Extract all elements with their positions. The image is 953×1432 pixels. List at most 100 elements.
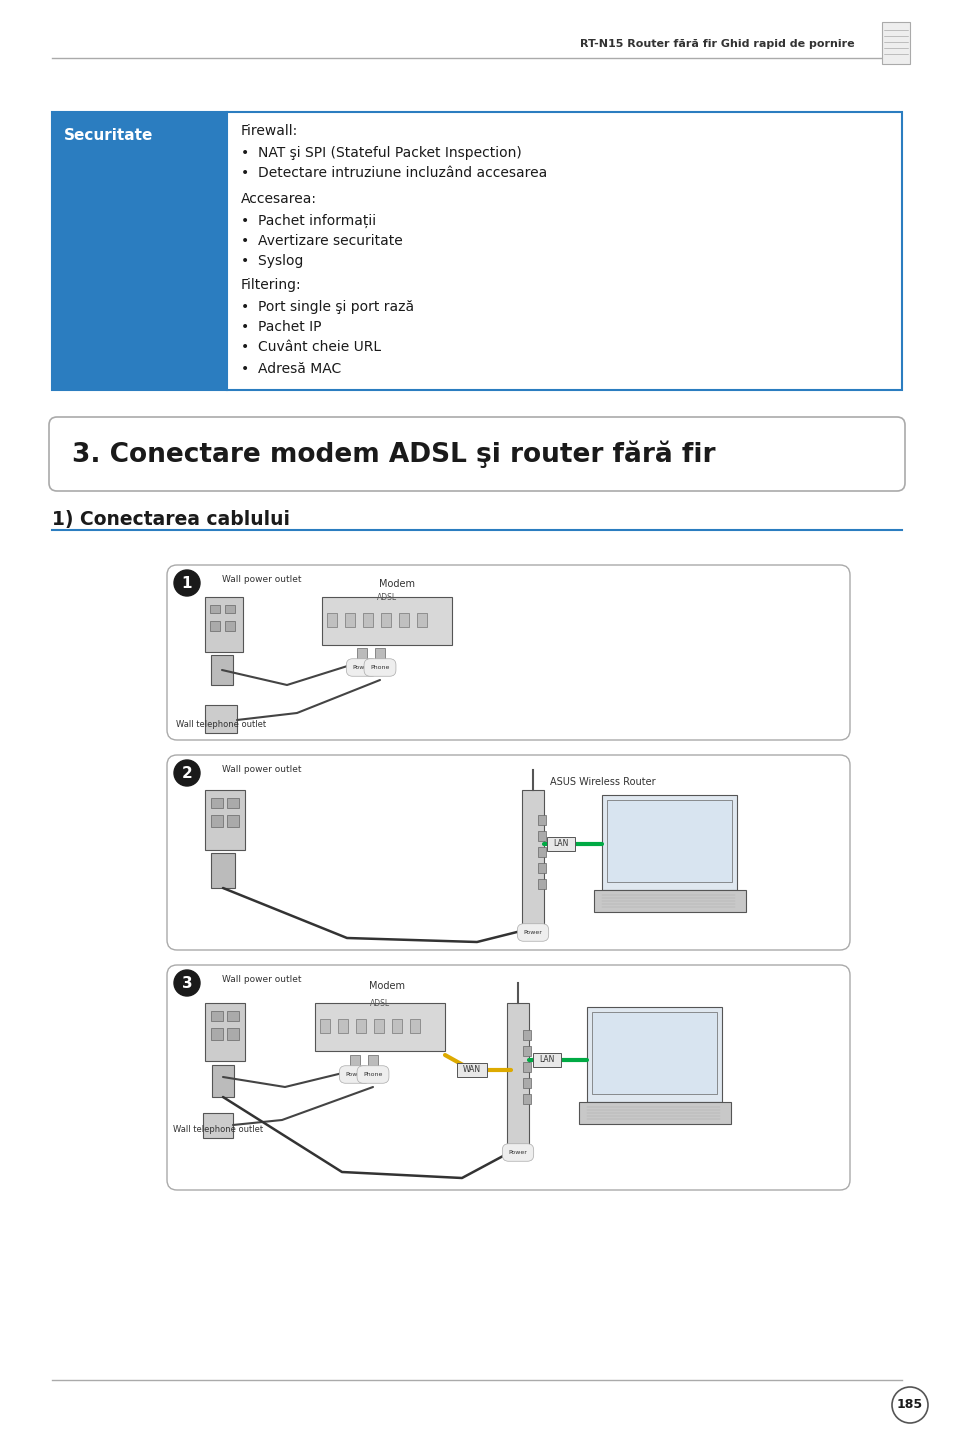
Bar xyxy=(392,1020,401,1032)
Bar xyxy=(322,597,452,644)
Circle shape xyxy=(173,969,200,997)
Bar xyxy=(506,1002,529,1148)
Bar xyxy=(537,815,545,825)
Text: •  Syslog: • Syslog xyxy=(241,253,303,268)
Bar xyxy=(522,1045,531,1055)
Bar xyxy=(380,613,391,627)
Text: Phone: Phone xyxy=(370,664,389,670)
Text: Firewall:: Firewall: xyxy=(241,125,298,137)
Text: 2: 2 xyxy=(181,766,193,780)
Text: Phone: Phone xyxy=(363,1073,382,1077)
Bar xyxy=(578,1103,730,1124)
FancyBboxPatch shape xyxy=(167,755,849,949)
Bar xyxy=(227,1028,239,1040)
Bar xyxy=(537,831,545,841)
Text: Wall power outlet: Wall power outlet xyxy=(222,576,301,584)
Bar xyxy=(210,604,220,613)
Bar xyxy=(546,836,575,851)
Bar xyxy=(522,1078,531,1088)
Bar xyxy=(225,604,234,613)
Bar xyxy=(205,705,236,733)
Text: ASUS Wireless Router: ASUS Wireless Router xyxy=(550,778,655,788)
Text: Modem: Modem xyxy=(369,981,405,991)
Bar xyxy=(356,649,367,663)
Circle shape xyxy=(891,1388,927,1423)
Bar xyxy=(537,879,545,889)
Text: Wall telephone outlet: Wall telephone outlet xyxy=(175,720,266,729)
Bar xyxy=(533,1053,560,1067)
Bar xyxy=(522,1094,531,1104)
Bar xyxy=(225,621,234,632)
Bar xyxy=(363,613,373,627)
Bar xyxy=(410,1020,419,1032)
Text: 3. Conectare modem ADSL şi router fără fir: 3. Conectare modem ADSL şi router fără f… xyxy=(71,440,715,468)
Bar xyxy=(375,649,385,663)
Bar xyxy=(327,613,336,627)
Bar xyxy=(355,1020,366,1032)
Bar xyxy=(398,613,409,627)
Circle shape xyxy=(173,760,200,786)
Bar xyxy=(456,1063,486,1077)
Text: Wall telephone outlet: Wall telephone outlet xyxy=(172,1126,263,1134)
Bar xyxy=(606,800,731,882)
Text: Wall power outlet: Wall power outlet xyxy=(222,765,301,775)
Text: Wall power outlet: Wall power outlet xyxy=(222,975,301,984)
Bar xyxy=(345,613,355,627)
Bar xyxy=(227,112,901,390)
Bar xyxy=(211,1028,223,1040)
Bar xyxy=(205,790,245,851)
Bar xyxy=(205,1002,245,1061)
Text: •  Port single şi port rază: • Port single şi port rază xyxy=(241,299,414,314)
Bar xyxy=(227,1011,239,1021)
Text: •  Pachet IP: • Pachet IP xyxy=(241,319,321,334)
Circle shape xyxy=(173,570,200,596)
Bar xyxy=(319,1020,330,1032)
FancyBboxPatch shape xyxy=(167,965,849,1190)
Text: Power: Power xyxy=(508,1150,527,1156)
Text: ADSL: ADSL xyxy=(376,593,396,601)
Bar xyxy=(211,853,234,888)
Text: Power: Power xyxy=(353,664,371,670)
Bar xyxy=(522,1063,531,1073)
Text: Power: Power xyxy=(345,1073,364,1077)
Text: 185: 185 xyxy=(896,1399,923,1412)
Text: •  NAT şi SPI (Stateful Packet Inspection): • NAT şi SPI (Stateful Packet Inspection… xyxy=(241,146,521,160)
Text: Power: Power xyxy=(523,929,542,935)
Bar xyxy=(522,1030,531,1040)
Text: LAN: LAN xyxy=(553,839,568,849)
Bar xyxy=(211,654,233,684)
Bar xyxy=(337,1020,348,1032)
Bar xyxy=(227,815,239,828)
Text: 3: 3 xyxy=(181,975,193,991)
Text: LAN: LAN xyxy=(538,1055,554,1064)
Text: RT-N15 Router fără fir Ghid rapid de pornire: RT-N15 Router fără fir Ghid rapid de por… xyxy=(579,39,854,49)
Bar xyxy=(882,21,909,64)
Bar xyxy=(416,613,427,627)
Text: 1: 1 xyxy=(182,576,193,590)
FancyBboxPatch shape xyxy=(167,566,849,740)
Text: •  Cuvânt cheie URL: • Cuvânt cheie URL xyxy=(241,339,381,354)
Bar xyxy=(212,1065,233,1097)
Text: Modem: Modem xyxy=(378,579,415,589)
Bar xyxy=(537,863,545,874)
Bar xyxy=(52,112,901,390)
FancyBboxPatch shape xyxy=(49,417,904,491)
Text: Securitate: Securitate xyxy=(64,127,153,143)
Text: ADSL: ADSL xyxy=(370,1000,390,1008)
Bar xyxy=(601,795,737,891)
Text: •  Detectare intruziune incluzând accesarea: • Detectare intruziune incluzând accesar… xyxy=(241,166,547,180)
Text: •  Pachet informații: • Pachet informații xyxy=(241,213,375,228)
Bar xyxy=(350,1055,359,1070)
Bar xyxy=(592,1012,717,1094)
Text: Filtering:: Filtering: xyxy=(241,278,301,292)
Bar xyxy=(211,815,223,828)
Text: 1) Conectarea cablului: 1) Conectarea cablului xyxy=(52,510,290,528)
Bar xyxy=(211,798,223,808)
Bar xyxy=(594,891,745,912)
Bar xyxy=(203,1113,233,1138)
Bar xyxy=(521,790,543,928)
Bar xyxy=(205,597,243,652)
Bar xyxy=(374,1020,384,1032)
Text: WAN: WAN xyxy=(462,1065,480,1074)
Bar xyxy=(52,112,227,390)
